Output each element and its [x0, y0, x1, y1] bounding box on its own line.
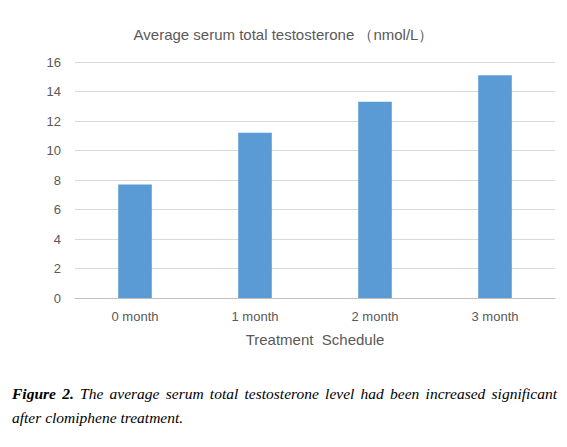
svg-text:1 month: 1 month — [232, 309, 279, 324]
html-text:Figure 2.: Figure 2. — [12, 385, 74, 402]
svg-text:8: 8 — [54, 173, 61, 188]
svg-text:14: 14 — [47, 84, 61, 99]
svg-text:4: 4 — [54, 232, 61, 247]
svg-text:3 month: 3 month — [472, 309, 519, 324]
svg-text:12: 12 — [47, 114, 61, 129]
svg-text:10: 10 — [47, 143, 61, 158]
svg-text:Treatment Schedule: Treatment Schedule — [246, 331, 385, 348]
svg-text:Average serum total testostero: Average serum total testosterone （nmol/L… — [134, 26, 434, 43]
svg-text:2 month: 2 month — [352, 309, 399, 324]
svg-text:2: 2 — [54, 261, 61, 276]
html-text:The average serum total testos: The average serum total testosterone lev… — [12, 385, 557, 426]
svg-text:16: 16 — [47, 55, 61, 70]
svg-text:6: 6 — [54, 202, 61, 217]
svg-text:0: 0 — [54, 291, 61, 306]
svg-text:0 month: 0 month — [112, 309, 159, 324]
